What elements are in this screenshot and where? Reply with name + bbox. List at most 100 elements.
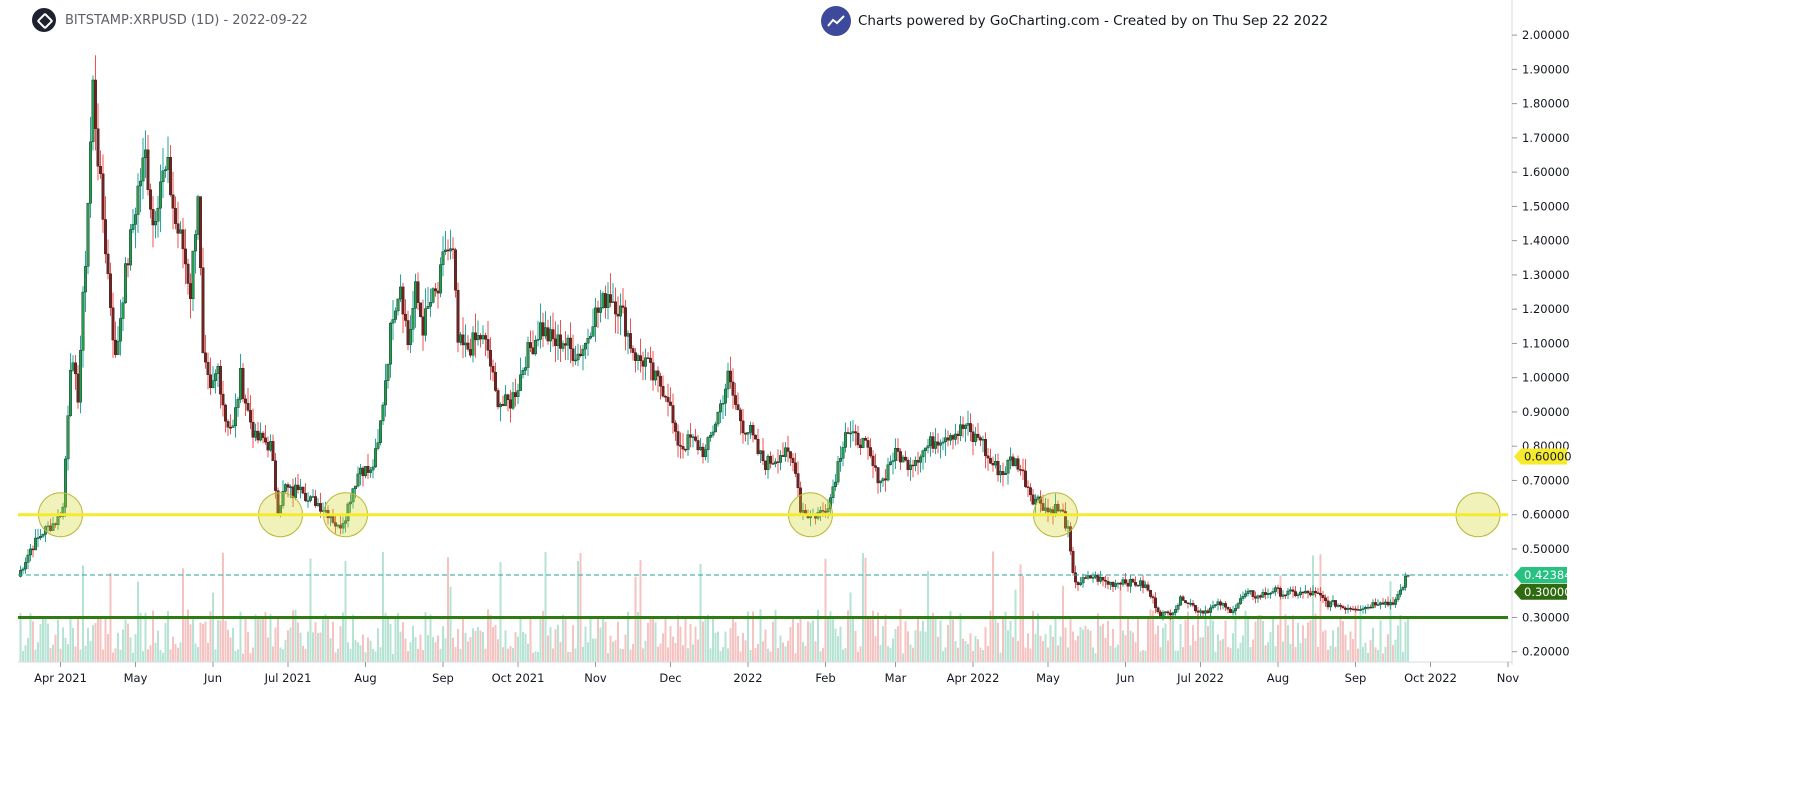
volume-bar xyxy=(44,617,47,662)
y-tick-label: 1.40000 xyxy=(1522,234,1570,248)
volume-bar xyxy=(1224,620,1227,662)
volume-bar xyxy=(1129,630,1132,662)
candle-body xyxy=(1004,472,1008,475)
candle-body xyxy=(1221,603,1225,606)
candle-body xyxy=(314,496,318,506)
candle-body xyxy=(116,340,120,355)
volume-bar xyxy=(1004,611,1007,662)
candle-body xyxy=(794,462,798,474)
candle-body xyxy=(176,223,180,234)
candle-body xyxy=(51,523,55,531)
candle-body xyxy=(771,463,775,465)
volume-bar xyxy=(937,636,939,662)
candle-body xyxy=(641,360,645,367)
candle-body xyxy=(986,455,990,459)
candle-body xyxy=(479,335,483,340)
candle-body xyxy=(304,492,308,501)
volume-bar xyxy=(912,647,914,662)
candle-body xyxy=(166,156,170,170)
volume-bar xyxy=(724,631,727,662)
volume-bar xyxy=(1264,645,1267,662)
volume-bar xyxy=(537,651,539,662)
volume-bar xyxy=(1232,633,1234,662)
candle-body xyxy=(574,359,578,362)
candle-body xyxy=(1328,601,1332,608)
volume-bar xyxy=(319,632,322,662)
candle-body xyxy=(799,487,803,513)
volume-bar xyxy=(952,619,954,662)
volume-bar xyxy=(1107,620,1109,662)
candle-body xyxy=(449,248,453,252)
volume-bar xyxy=(27,638,29,662)
candle-body xyxy=(196,196,200,235)
volume-bar xyxy=(317,632,319,662)
candle-body xyxy=(1336,604,1340,607)
volume-bar xyxy=(464,632,467,662)
candle-body xyxy=(376,442,380,449)
symbol-header: BITSTAMP:XRPUSD (1D) - 2022-09-22 xyxy=(32,8,308,32)
candle-body xyxy=(274,460,278,491)
volume-bar xyxy=(627,611,629,662)
volume-bar xyxy=(297,622,299,662)
candle-body xyxy=(1078,582,1082,586)
candle-body xyxy=(1278,588,1282,597)
candle-body xyxy=(91,79,95,143)
candle-body xyxy=(1241,596,1245,599)
candle-body xyxy=(1398,589,1402,595)
candle-body xyxy=(856,432,860,446)
volume-bar xyxy=(99,616,102,662)
volume-bar xyxy=(1332,630,1334,662)
candle-body xyxy=(1361,608,1365,610)
volume-bar xyxy=(652,616,654,662)
candle-body xyxy=(576,353,580,361)
volume-bar xyxy=(152,610,154,662)
candle-body xyxy=(496,390,500,408)
volume-bar xyxy=(854,630,857,662)
candle-body xyxy=(916,460,920,463)
candle-body xyxy=(949,435,953,441)
volume-bar xyxy=(549,626,552,662)
volume-bar xyxy=(522,631,524,662)
candle-body xyxy=(96,128,100,167)
candle-body xyxy=(1113,583,1117,587)
candle-body xyxy=(719,403,723,413)
volume-bar xyxy=(582,646,584,662)
volume-bar xyxy=(1084,625,1087,662)
volume-bar xyxy=(359,645,362,662)
candle-body xyxy=(73,362,77,375)
volume-bar xyxy=(954,641,957,662)
y-tick-label: 1.60000 xyxy=(1522,165,1570,179)
volume-bar xyxy=(1024,647,1027,662)
candle-body xyxy=(1168,612,1172,616)
volume-bar xyxy=(49,647,52,662)
volume-bar xyxy=(542,610,544,662)
candle-body xyxy=(561,343,565,349)
volume-bar xyxy=(494,624,497,662)
x-tick-label: Oct 2021 xyxy=(492,671,545,685)
volume-bar xyxy=(1102,623,1104,662)
volume-bar xyxy=(1297,622,1299,662)
candle-body xyxy=(1173,609,1177,613)
candle-body xyxy=(936,441,940,446)
candle-body xyxy=(484,335,488,340)
candle-body xyxy=(41,534,45,537)
candle-body xyxy=(1216,601,1220,605)
volume-bar xyxy=(1137,617,1139,662)
volume-bar xyxy=(237,649,239,662)
credits-header: Charts powered by GoCharting.com - Creat… xyxy=(821,6,1328,36)
volume-bar xyxy=(22,651,24,662)
candle-body xyxy=(1098,577,1102,582)
candle-body xyxy=(133,214,137,225)
candle-body xyxy=(269,441,273,451)
candle-body xyxy=(714,423,718,433)
candle-body xyxy=(869,447,873,457)
candle-body xyxy=(1136,585,1140,587)
volume-bar xyxy=(1204,617,1207,662)
candle-body xyxy=(964,425,968,429)
candle-body xyxy=(186,263,190,284)
candle-body xyxy=(309,496,313,501)
volume-bar xyxy=(599,627,602,662)
volume-bar xyxy=(437,635,439,662)
candle-body xyxy=(566,337,570,346)
